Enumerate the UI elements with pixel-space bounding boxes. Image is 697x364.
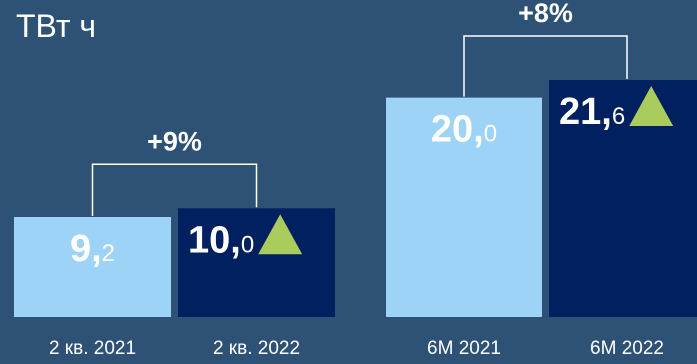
change-bracket [91,163,258,216]
bar-2 [178,208,335,317]
value-label-decimal: 0 [484,121,497,148]
value-label-integer: 10, [188,219,241,261]
category-label: 2 кв. 2021 [49,338,136,359]
bar-4 [549,80,697,317]
value-label: 20,0 [431,109,497,151]
value-label-integer: 9, [70,228,102,270]
value-label-integer: 21, [559,91,612,133]
growth-arrow-icon [258,214,303,255]
value-label-decimal: 2 [102,240,115,267]
value-label-integer: 20, [431,109,484,151]
change-bracket [463,35,628,97]
value-label-decimal: 0 [241,231,254,258]
value-label: 9,2 [70,228,115,270]
change-label: +8% [518,0,573,28]
value-label: 10,0 [188,219,254,261]
category-label: 2 кв. 2022 [213,338,300,359]
value-label: 21,6 [559,91,625,133]
bar-1 [14,216,171,317]
category-label: 6М 2021 [427,338,501,359]
growth-arrow-icon [629,86,674,127]
bar-3 [386,97,542,317]
value-label-decimal: 6 [612,103,625,130]
change-label: +9% [147,126,202,156]
category-label: 6М 2022 [590,338,664,359]
unit-label: ТВт ч [16,8,97,44]
